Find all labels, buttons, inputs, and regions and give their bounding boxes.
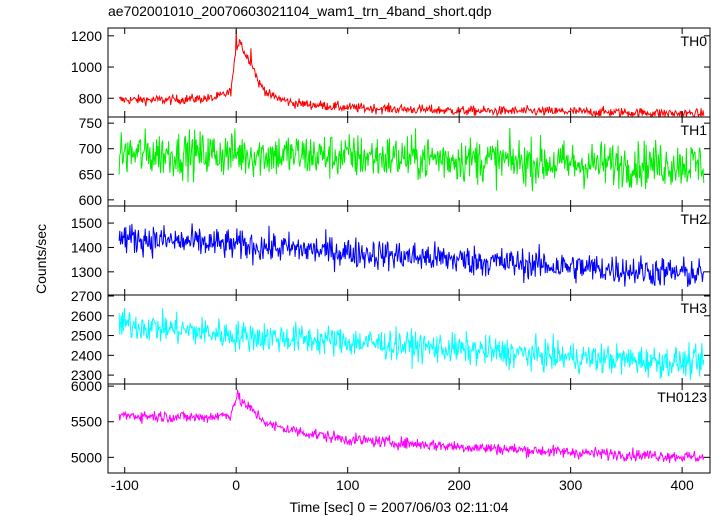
x-tick-label: -100 — [111, 477, 139, 493]
y-tick-label: 2600 — [71, 308, 102, 324]
panel-th2: 1300 1400 1500 TH2 — [71, 205, 711, 296]
panel-frame — [107, 294, 711, 385]
panel-th3: 2300 2400 2500 2600 2700 TH3 — [71, 288, 711, 385]
y-tick-label: 1000 — [71, 59, 102, 75]
y-tick-label: 1400 — [71, 239, 102, 255]
y-tick-label: 600 — [79, 192, 103, 208]
y-axis-label: Counts/sec — [33, 224, 49, 294]
panel-th0123: 5000 5500 6000 TH0123 — [71, 378, 711, 474]
y-tick-label: 700 — [79, 141, 103, 157]
y-tick-label: 1300 — [71, 264, 102, 280]
x-axis-label: Time [sec] 0 = 2007/06/03 02:11:04 — [289, 499, 508, 515]
y-tick-label: 6000 — [71, 378, 102, 394]
y-tick-label: 1200 — [71, 28, 102, 44]
panel-label-th0: TH0 — [681, 33, 708, 49]
series-line-th3 — [118, 307, 705, 380]
series-line-th2 — [118, 223, 705, 287]
x-tick-label: 0 — [232, 477, 240, 493]
panel-label-th0123: TH0123 — [657, 389, 707, 405]
panel-frame — [107, 27, 711, 118]
x-tick-label: 300 — [559, 477, 583, 493]
y-tick-label: 5000 — [71, 449, 102, 465]
x-tick-label: 100 — [336, 477, 360, 493]
x-tick-label: 400 — [670, 477, 694, 493]
panel-label-th3: TH3 — [681, 300, 708, 316]
y-tick-label: 2500 — [71, 328, 102, 344]
series-line-th0123 — [118, 389, 705, 464]
panel-th1: 600 650 700 750 TH1 — [79, 115, 711, 208]
panel-label-th1: TH1 — [681, 122, 708, 138]
y-tick-label: 800 — [79, 90, 103, 106]
y-tick-label: 2700 — [71, 288, 102, 304]
panel-label-th2: TH2 — [681, 211, 708, 227]
y-tick-label: 750 — [79, 115, 103, 131]
y-tick-label: 2300 — [71, 367, 102, 383]
y-tick-label: 2400 — [71, 347, 102, 363]
series-line-th0 — [118, 29, 705, 117]
series-line-th1 — [118, 127, 705, 192]
panel-frame — [107, 383, 711, 474]
chart-title: ae702001010_20070603021104_wam1_trn_4ban… — [108, 3, 492, 19]
panel-th0: 800 1000 1200 TH0 — [71, 27, 711, 118]
x-tick-label: 200 — [447, 477, 471, 493]
y-tick-label: 1500 — [71, 215, 102, 231]
y-tick-label: 5500 — [71, 414, 102, 430]
y-tick-label: 650 — [79, 166, 103, 182]
